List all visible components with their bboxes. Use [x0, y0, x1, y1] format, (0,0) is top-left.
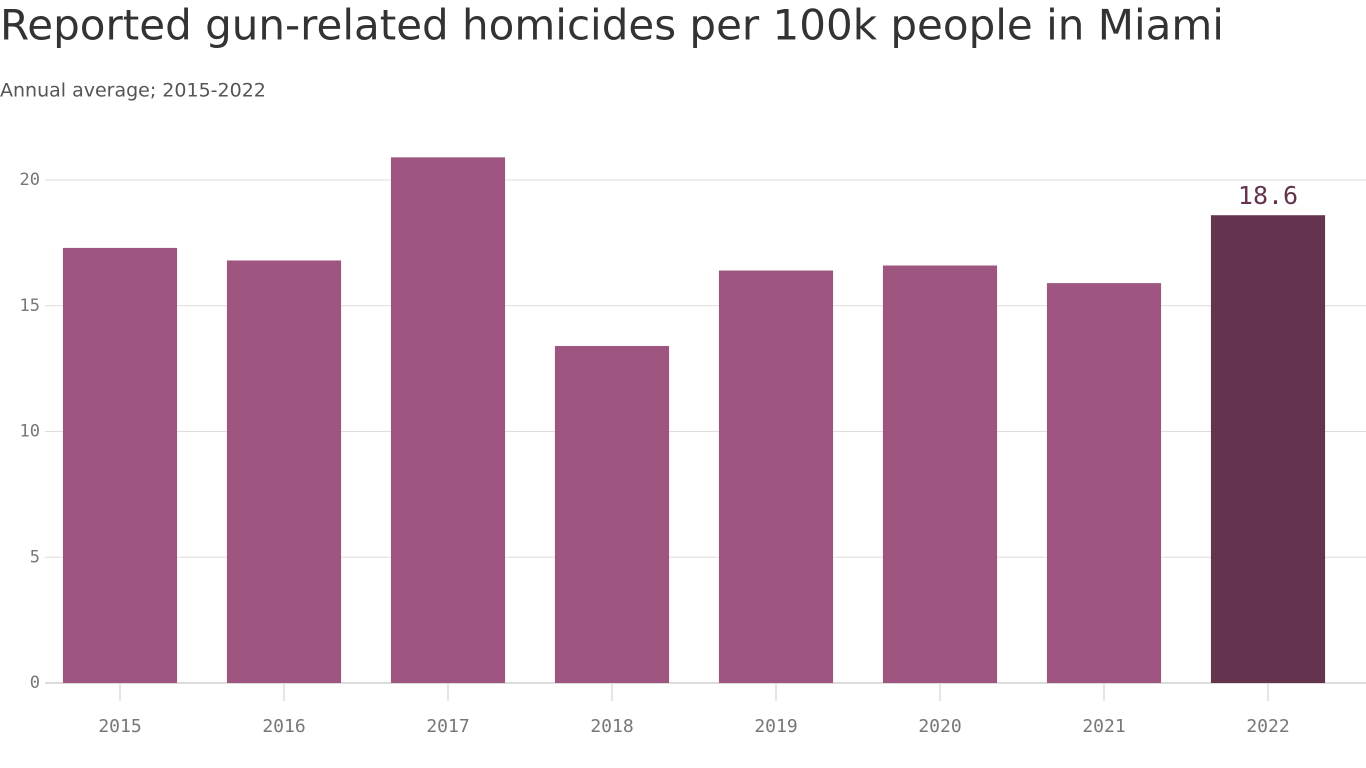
x-tick-label: 2022 [1246, 716, 1289, 737]
y-tick-label: 0 [30, 673, 40, 693]
chart-title: Reported gun-related homicides per 100k … [0, 1, 1224, 50]
chart-subtitle: Annual average; 2015-2022 [0, 80, 266, 102]
y-tick-label: 5 [30, 547, 40, 567]
bar [390, 157, 506, 684]
bar [1210, 215, 1326, 683]
bar [718, 270, 834, 683]
x-tick-label: 2017 [426, 716, 469, 737]
bar [554, 345, 670, 683]
y-tick-label: 15 [20, 296, 40, 316]
bar [62, 247, 178, 683]
x-tick-label: 2015 [98, 716, 141, 737]
bar [1046, 283, 1162, 683]
y-tick-label: 20 [20, 170, 40, 190]
bar [226, 260, 342, 683]
x-tick-label: 2016 [262, 716, 305, 737]
x-tick-label: 2020 [918, 716, 961, 737]
y-tick-label: 10 [20, 422, 40, 442]
x-tick-label: 2019 [754, 716, 797, 737]
x-tick-label: 2018 [590, 716, 633, 737]
bar [882, 265, 998, 683]
x-tick-label: 2021 [1082, 716, 1125, 737]
data-label: 18.6 [1238, 181, 1298, 210]
